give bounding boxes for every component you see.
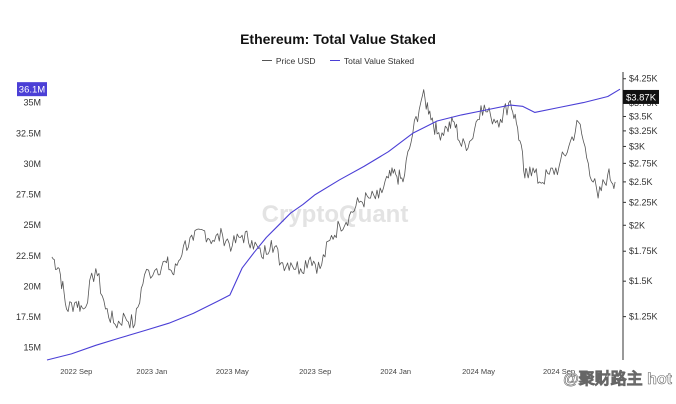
x-tick-label: 2022 Sep <box>60 367 92 376</box>
tvs-last-value-badge <box>17 82 47 97</box>
left-axis-ticks: 15M 17.5M 20M 22.5M 25M 27.5M 30M 32.5M 35M <box>16 98 41 353</box>
right-tick-label: $1.75K <box>629 246 658 256</box>
legend-label-staked: Total Value Staked <box>343 55 415 66</box>
total-value-staked-series-line <box>46 88 621 361</box>
last-value-markers: 36.1M $3.87K <box>17 82 659 104</box>
chart-legend: Price USD Total Value Staked <box>0 53 676 66</box>
chart-title: Ethereum: Total Value Staked <box>240 31 436 47</box>
right-tick-label: $2.25K <box>629 197 658 207</box>
right-tick-label: $3.25K <box>629 126 658 136</box>
x-axis-ticks: 2022 Sep 2023 Jan 2023 May 2023 Sep 2024 Jan… <box>60 367 575 376</box>
right-axis-ticks: $1.25K $1.5K $1.75K $2K $2.25K $2.5K $2.75K $3K… <box>623 74 658 322</box>
x-tick-label: 2023 May <box>216 367 249 376</box>
right-tick-label: $2.5K <box>629 177 653 187</box>
x-tick-label: 2024 Jan <box>380 367 411 376</box>
x-tick-label: 2023 Jan <box>136 367 167 376</box>
left-tick-label: 22.5M <box>16 251 41 261</box>
x-tick-label: 2023 Sep <box>299 367 331 376</box>
right-tick-label: $1.5K <box>629 276 653 286</box>
watermark-text: CryptoQuant <box>262 201 409 228</box>
x-tick-label: 2024 Sep <box>543 367 575 376</box>
legend-item-price[interactable]: Price USD <box>261 55 316 66</box>
left-tick-label: 15M <box>23 343 41 353</box>
price-last-value-label: $3.87K <box>626 92 657 103</box>
left-tick-label: 32.5M <box>16 128 41 138</box>
left-tick-label: 20M <box>23 281 41 291</box>
left-tick-label: 17.5M <box>16 312 41 322</box>
price-usd-series-line <box>51 89 616 329</box>
right-tick-label: $1.25K <box>629 312 658 322</box>
left-tick-label: 35M <box>23 98 41 108</box>
series-group <box>46 88 621 361</box>
x-tick-label: 2024 May <box>462 367 495 376</box>
right-tick-label: $3.5K <box>629 111 653 121</box>
left-tick-label: 25M <box>23 220 41 230</box>
legend-swatch-staked <box>329 60 340 61</box>
legend-swatch-price <box>261 60 272 61</box>
legend-item-staked[interactable]: Total Value Staked <box>329 55 415 66</box>
left-tick-label: 30M <box>23 159 41 169</box>
price-last-value-badge <box>623 89 659 104</box>
footer-watermark: @聚财路主 hot <box>563 369 673 388</box>
right-tick-label: $2K <box>629 220 645 230</box>
right-tick-label: $2.75K <box>629 158 658 168</box>
right-tick-label: $3K <box>629 141 645 151</box>
legend-label-price: Price USD <box>275 55 316 66</box>
left-tick-label: 27.5M <box>16 190 41 200</box>
tvs-last-value-label: 36.1M <box>19 85 45 96</box>
right-tick-label: $4.25K <box>629 74 658 84</box>
